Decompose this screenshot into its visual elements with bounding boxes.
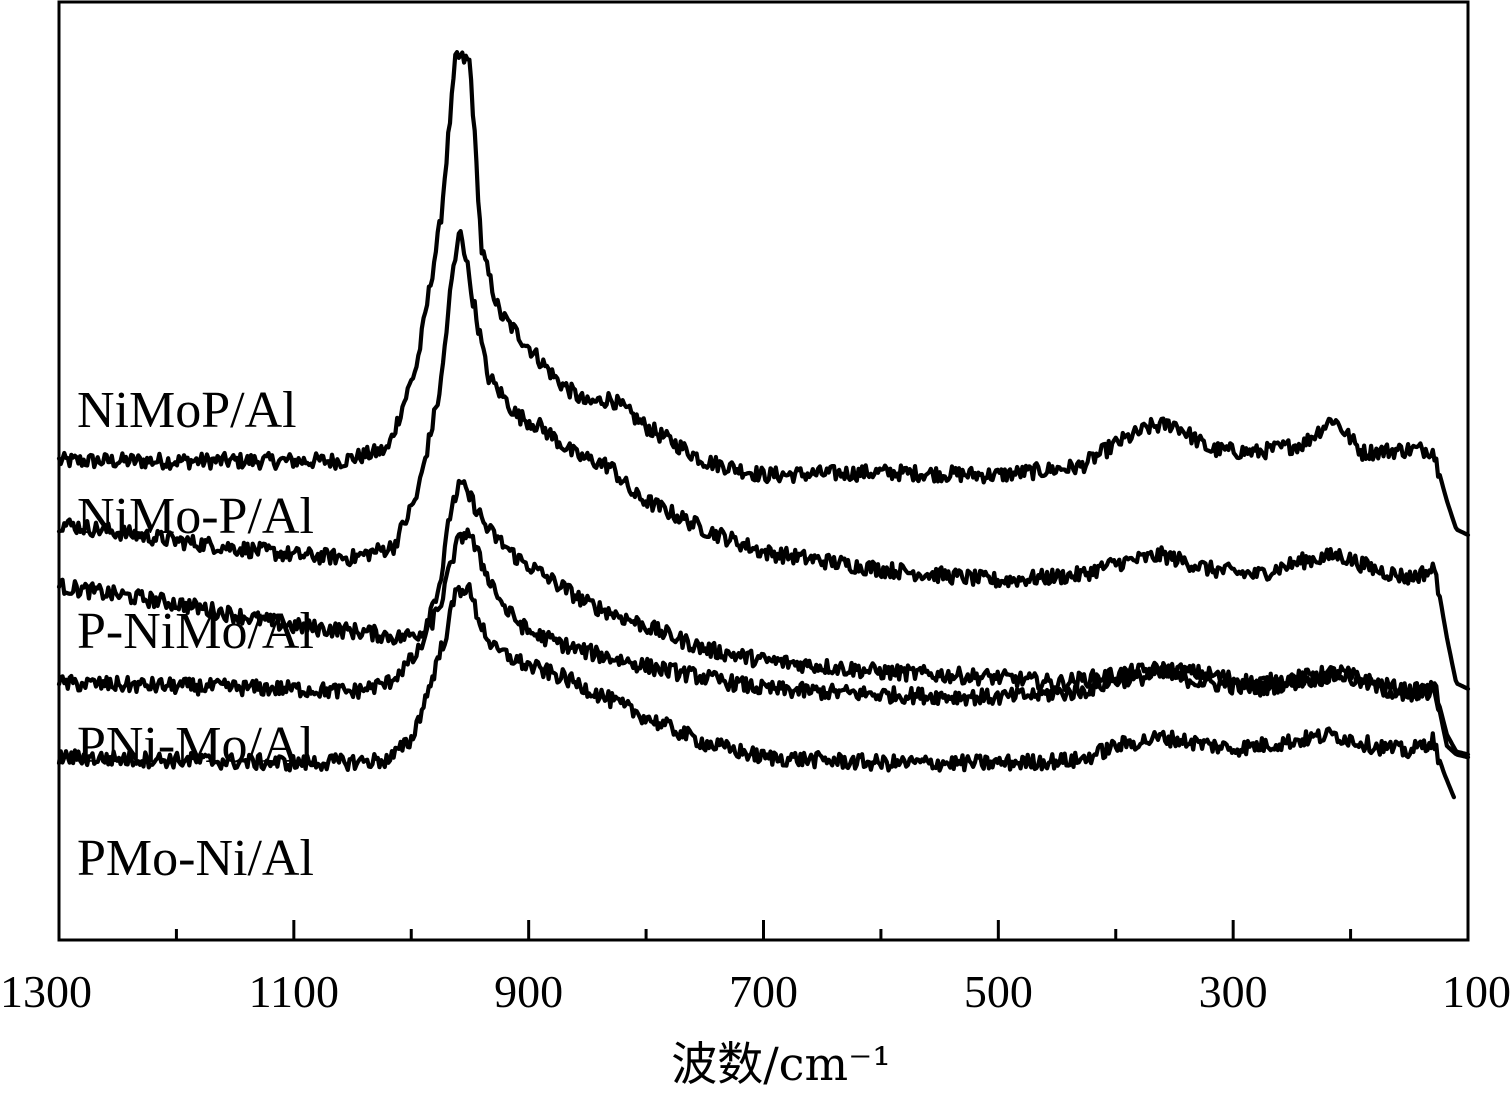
series-label-5: PMo-Ni/Al bbox=[77, 830, 314, 887]
x-axis-label: 波数/cm⁻¹ bbox=[671, 1037, 891, 1091]
x-tick-label: 500 bbox=[964, 966, 1033, 1017]
x-tick-label: 900 bbox=[494, 966, 563, 1017]
series-label-2: NiMo-P/Al bbox=[77, 488, 314, 545]
x-tick-label: 1100 bbox=[249, 966, 339, 1017]
series-label-4: PNi-Mo/Al bbox=[77, 717, 314, 774]
series-line-2 bbox=[56, 229, 1471, 691]
x-tick-label: 700 bbox=[729, 966, 798, 1017]
series-label-1: NiMoP/Al bbox=[77, 382, 297, 439]
series-group bbox=[56, 50, 1471, 800]
series-labels: NiMoP/Al NiMo-P/Al P-NiMo/Al PNi-Mo/Al PMo-N… bbox=[77, 382, 314, 887]
x-ticks bbox=[57, 920, 1470, 940]
series-line-5 bbox=[56, 582, 1456, 800]
series-label-3: P-NiMo/Al bbox=[77, 603, 314, 660]
series-line-1 bbox=[56, 50, 1471, 538]
x-tick-label: 300 bbox=[1199, 966, 1268, 1017]
x-tick-label: 100 bbox=[1442, 966, 1511, 1017]
x-tick-labels: 1300 1100 900 700 500 300 100 bbox=[0, 966, 1511, 1017]
series-line-4 bbox=[56, 527, 1471, 757]
x-tick-label: 1300 bbox=[0, 966, 92, 1017]
